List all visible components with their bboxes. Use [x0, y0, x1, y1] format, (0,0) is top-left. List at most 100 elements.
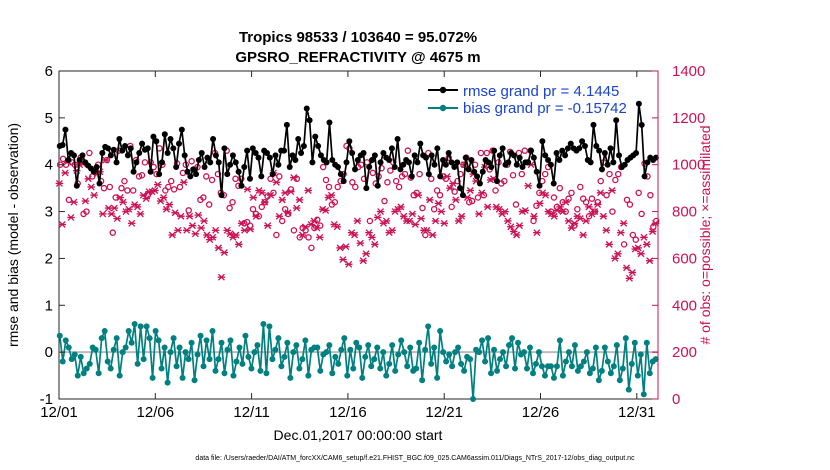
axes: -1 0 1 2 3 4 5 6 0 200 400 600 800 1000 1200 1400 12/01 1…: [40, 63, 706, 421]
obs-assimilated-point: [249, 194, 258, 201]
obs-assimilated-point: [162, 205, 171, 213]
rmse-point: [510, 152, 517, 159]
obs-assimilated-point: [316, 233, 324, 241]
bias-point: [113, 335, 120, 342]
obs-assimilated-point: [339, 256, 347, 264]
rmse-point: [493, 178, 500, 185]
obs-assimilated-point: [58, 220, 67, 228]
bias-point: [74, 372, 81, 379]
bias-point: [245, 353, 252, 360]
rmse-point: [317, 152, 324, 159]
bias-point: [287, 374, 294, 381]
bias-point: [443, 358, 450, 365]
y-right-tick-label: 1200: [672, 110, 705, 127]
legend-rmse-label: rmse grand pr = 4.1445: [463, 83, 619, 100]
obs-possible-point: [200, 194, 207, 201]
bias-point: [374, 344, 381, 351]
bias-point: [107, 365, 114, 372]
obs-assimilated-point: [197, 224, 205, 232]
y-right-tick-label: 600: [672, 250, 697, 267]
rmse-point: [158, 159, 165, 166]
x-tick-label: 12/11: [233, 404, 269, 421]
rmse-point: [633, 150, 640, 156]
bias-point: [122, 344, 129, 351]
x-tick-label: 12/26: [522, 404, 560, 421]
obs-assimilated-point: [203, 231, 211, 239]
bias-point: [523, 365, 530, 372]
obs-assimilated-point: [142, 195, 150, 203]
obs-assimilated-point: [136, 210, 145, 218]
rmse-point: [229, 152, 236, 159]
obs-assimilated-point: [298, 231, 307, 239]
rmse-point: [107, 152, 114, 159]
bias-point: [131, 321, 138, 328]
obs-possible-point: [436, 191, 444, 199]
rmse-point: [414, 159, 421, 166]
bias-point: [143, 323, 150, 330]
rmse-point: [241, 164, 248, 171]
obs-possible-point: [384, 179, 391, 186]
obs-assimilated-point: [281, 189, 289, 197]
rmse-point: [329, 157, 336, 164]
bias-point: [266, 323, 273, 330]
bias-point: [98, 335, 105, 342]
bias-point: [188, 339, 195, 346]
bias-point: [565, 349, 572, 356]
rmse-point: [153, 138, 160, 145]
rmse-point: [516, 154, 523, 161]
x-tick-label: 12/21: [425, 404, 463, 421]
x-tick-label: 12/01: [40, 404, 78, 421]
obs-assimilated-point: [614, 250, 622, 258]
obs-assimilated-point: [266, 191, 275, 199]
obs-assimilated-point: [84, 175, 93, 183]
rmse-point: [550, 180, 557, 187]
rmse-point: [346, 138, 353, 145]
obs-assimilated-point: [634, 244, 642, 252]
bias-point: [332, 353, 339, 360]
rmse-point: [462, 154, 469, 161]
obs-assimilated-point: [399, 212, 408, 220]
rmse-point: [258, 173, 265, 180]
obs-assimilated-point: [321, 206, 330, 214]
rmse-point: [616, 152, 623, 159]
bias-point: [83, 365, 90, 372]
bias-point: [401, 349, 408, 356]
obs-possible-point: [118, 184, 125, 192]
obs-assimilated-point: [365, 229, 373, 237]
bias-point: [452, 349, 459, 356]
bias-point: [628, 360, 635, 367]
bias-point: [284, 339, 291, 346]
x-tick-label: 12/16: [329, 404, 367, 421]
bias-point: [170, 335, 177, 342]
rmse-point: [513, 161, 520, 168]
obs-assimilated-point: [423, 226, 431, 234]
obs-assimilated-point: [596, 189, 605, 197]
obs-assimilated-point: [619, 219, 628, 227]
legend: rmse grand pr = 4.1445 bias grand pr = -…: [428, 83, 627, 117]
obs-assimilated-point: [125, 205, 133, 213]
obs-possible-point: [366, 217, 374, 225]
obs-possible-point: [404, 147, 412, 154]
rmse-point: [184, 168, 191, 175]
obs-possible-point: [419, 204, 426, 212]
rmse-point: [65, 157, 72, 164]
rmse-point: [281, 147, 288, 154]
rmse-point: [562, 152, 569, 159]
rmse-point: [459, 192, 466, 199]
bias-point: [598, 367, 605, 374]
y-left-tick-label: 5: [45, 110, 53, 127]
obs-assimilated-point: [414, 191, 422, 199]
y-left-tick-label: 4: [45, 157, 53, 174]
bias-point: [116, 372, 123, 379]
rmse-point: [147, 168, 154, 175]
obs-assimilated-point: [263, 222, 272, 230]
obs-assimilated-point: [301, 223, 310, 231]
bias-point: [200, 363, 207, 370]
obs-assimilated-point: [336, 244, 344, 252]
obs-assimilated-point: [608, 187, 616, 194]
rmse-point: [283, 121, 290, 128]
rmse-point: [652, 154, 659, 161]
obs-assimilated-point: [243, 185, 252, 193]
obs-assimilated-point: [437, 208, 446, 216]
